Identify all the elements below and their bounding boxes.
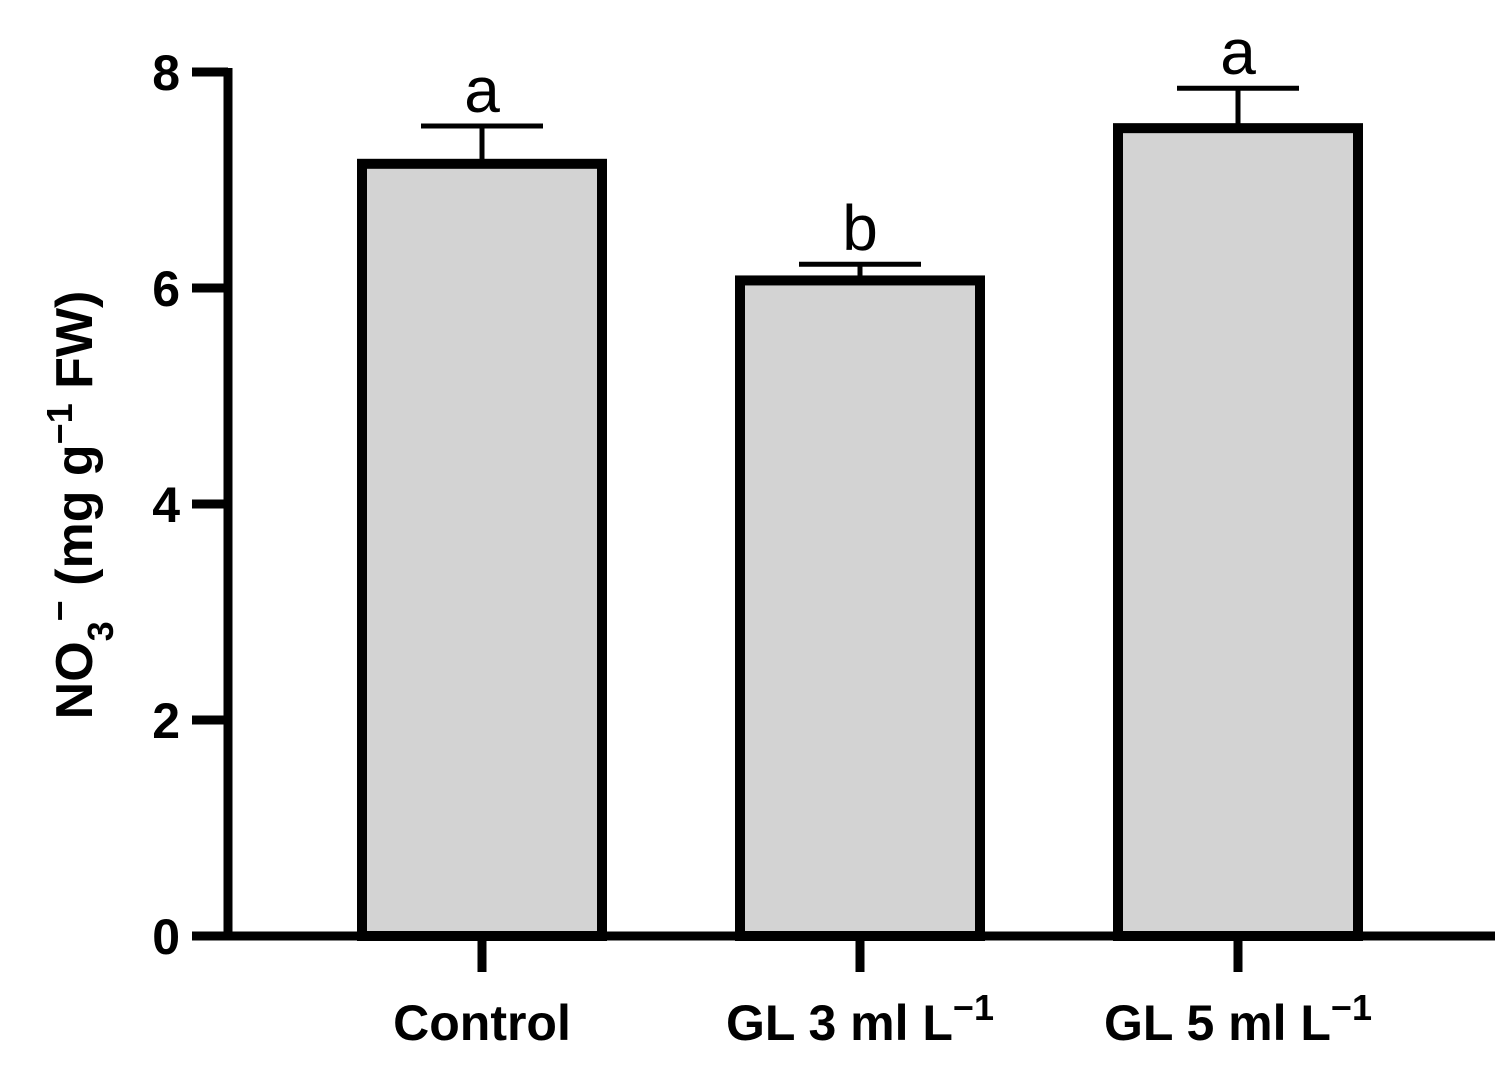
ylabel-sub: 3: [80, 621, 121, 641]
ylabel-sup2: −1: [39, 403, 80, 444]
bar: [735, 275, 985, 941]
y-tick-label: 6: [152, 261, 180, 317]
y-ticks-layer: 0 2 4 6 8: [152, 45, 228, 965]
y-tick-label: 4: [152, 477, 180, 533]
x-category-label-sup: −1: [1331, 987, 1372, 1028]
ylabel-part3: FW): [46, 291, 104, 404]
ylabel-sup1: −: [39, 600, 80, 621]
significance-labels-layer: a b a: [464, 16, 1256, 264]
x-category-label-base: GL 5 ml L: [1104, 995, 1331, 1051]
x-category-label-base: Control: [393, 995, 571, 1051]
y-tick-label: 0: [152, 909, 180, 965]
significance-letter: a: [1220, 16, 1256, 88]
x-category-label: GL 5 ml L−1: [1104, 987, 1372, 1052]
x-category-label: GL 3 ml L−1: [726, 987, 994, 1052]
error-bars-layer: [421, 85, 1299, 281]
x-categories-layer: Control GL 3 ml L−1 GL 5 ml L−1: [393, 936, 1372, 1051]
significance-letter: b: [842, 192, 878, 264]
x-category-label: Control: [393, 995, 571, 1051]
significance-letter: a: [464, 54, 500, 126]
y-tick-label: 8: [152, 45, 180, 101]
x-category-label-sup: −1: [953, 987, 994, 1028]
ylabel-part1: NO: [46, 641, 104, 719]
bar: [357, 158, 607, 942]
bar: [1113, 123, 1363, 942]
ylabel-part2: (mg g: [46, 444, 104, 600]
x-category-label-base: GL 3 ml L: [726, 995, 953, 1051]
y-tick-label: 2: [152, 693, 180, 749]
y-axis-label: NO3− (mg g−1 FW): [39, 291, 121, 720]
